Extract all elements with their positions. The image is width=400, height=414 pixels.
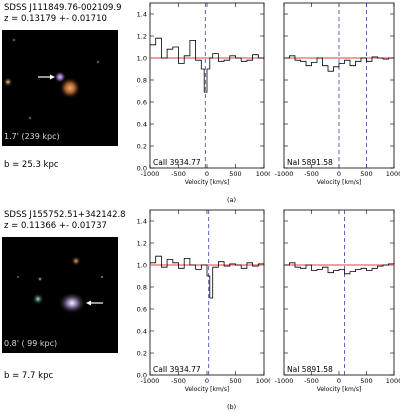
x-tick-label: -1000 [275,170,294,178]
foreground-galaxy [59,77,81,99]
angular-separation-label: 1.7' (239 kpc) [4,132,60,141]
y-tick-label: 0.4 [137,328,147,336]
x-axis-label: Velocity [km/s] [317,386,362,393]
galaxy-redshift: z = 0.11366 +- 0.01737 [4,221,107,231]
y-tick-label: 0.6 [137,99,147,107]
x-tick-label: 1000 [256,377,270,385]
spectrum-plot-caii-a: 0.0 0.2 0.4 0.6 0.8 1.0 1.2 1.4 -1000 -500 0 500 100… [137,2,270,186]
x-axis-label: Velocity [km/s] [185,179,230,186]
line-label: NaI 5891.58 [287,365,333,374]
spectrum-plot-nai-b: -1000 -500 0 500 1000 Velocity [km/s] NaI 5891… [275,209,400,393]
figure-panel-a: SDSS J111849.76-002109.9 z = 0.13179 +- … [2,2,400,204]
figure-panel-b: SDSS J155752.51+342142.8 z = 0.11366 +- … [0,207,400,414]
line-label: CaII 3934.77 [153,158,201,167]
arrow-icon [86,300,103,306]
galaxy-cutout-image [2,237,118,353]
y-tick-label: 0.6 [137,306,147,314]
spectrum-profile [284,262,395,275]
y-tick-label: 0.4 [137,121,147,129]
x-tick-label: 1000 [386,377,400,385]
y-tick-label: 1.2 [137,240,147,248]
target-galaxy [54,71,66,83]
x-tick-label: 0 [337,170,341,178]
y-tick-label: 0.8 [137,77,147,85]
y-tick-label: 1.4 [137,218,147,226]
x-axis-label: Velocity [km/s] [185,386,230,393]
spectrum-plot-nai-a: -1000 -500 0 500 1000 Velocity [km/s] NaI 5891… [275,2,400,186]
x-tick-label: -1000 [141,170,160,178]
line-label: NaI 5891.58 [287,158,333,167]
spectrum-profile [284,55,394,72]
panel-caption: (b) [227,403,237,411]
x-tick-label: -1000 [275,377,294,385]
angular-separation-label: 0.8' ( 99 kpc) [4,339,58,348]
x-tick-label: 500 [360,377,372,385]
line-label: CaII 3934.77 [153,365,201,374]
impact-parameter: b = 7.7 kpc [4,371,54,381]
x-tick-label: -500 [171,377,186,385]
galaxy-name: SDSS J155752.51+342142.8 [4,210,126,220]
impact-parameter: b = 25.3 kpc [4,160,59,170]
x-tick-label: -500 [171,170,186,178]
y-tick-label: 1.4 [137,11,147,19]
x-tick-label: -500 [304,377,319,385]
y-tick-label: 0.0 [137,372,147,380]
plot-frame [283,209,395,376]
x-tick-label: 1000 [256,170,270,178]
x-tick-label: 500 [229,377,241,385]
y-tick-label: 1.2 [137,33,147,41]
x-axis-label: Velocity [km/s] [317,179,362,186]
target-galaxy [58,292,86,314]
galaxy-name: SDSS J111849.76-002109.9 [4,3,122,13]
x-tick-label: 0 [205,170,209,178]
y-tick-label: 0.0 [137,165,147,173]
x-tick-label: 500 [360,170,372,178]
x-tick-label: 0 [205,377,209,385]
panel-caption: (a) [227,196,237,204]
x-tick-label: -1000 [141,377,160,385]
spectrum-plot-caii-b: 0.0 0.2 0.4 0.6 0.8 1.0 1.2 1.4 -1000 -500 0 500 100… [137,209,270,393]
x-tick-label: -500 [304,170,319,178]
spectrum-profile [150,255,265,299]
arrow-icon [38,74,55,80]
spectrum-profile [150,37,265,93]
x-tick-label: 1000 [386,170,400,178]
plot-frame [149,209,265,376]
galaxy-redshift: z = 0.13179 +- 0.01710 [4,14,107,24]
y-tick-label: 0.8 [137,284,147,292]
y-tick-label: 0.2 [137,143,147,151]
galaxy-cutout-image [2,30,118,146]
x-tick-label: 0 [337,377,341,385]
x-tick-label: 500 [229,170,241,178]
y-tick-label: 0.2 [137,350,147,358]
y-tick-label: 1.0 [137,262,147,270]
y-tick-label: 1.0 [137,55,147,63]
